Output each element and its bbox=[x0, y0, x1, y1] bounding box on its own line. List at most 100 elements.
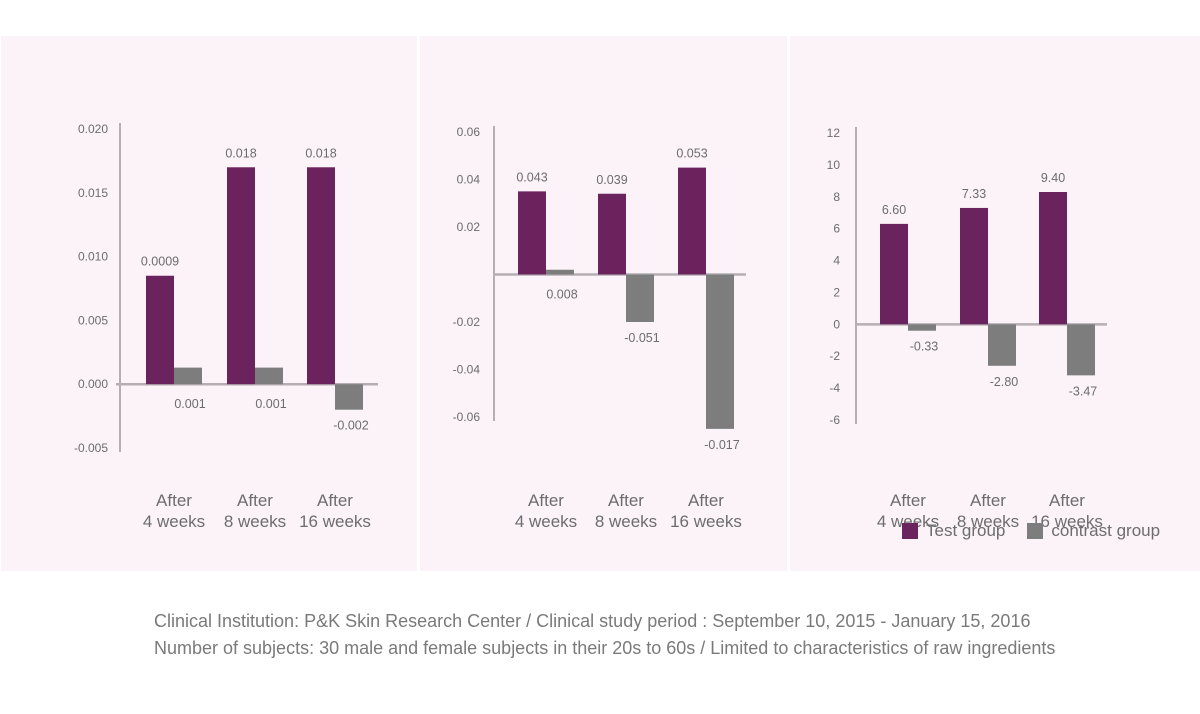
bar-test bbox=[598, 193, 626, 275]
legend-swatch-test bbox=[902, 523, 918, 539]
bar-test bbox=[678, 167, 706, 275]
data-label-contrast: -3.47 bbox=[1069, 384, 1098, 398]
bar-contrast bbox=[988, 324, 1016, 366]
legend-label-test: Test group bbox=[926, 521, 1006, 540]
data-label-test: 0.039 bbox=[596, 173, 627, 187]
chart-panel-2: -0.06 -0.04 -0.02 0.02 0.04 0.06 0.043 0.008 Aft… bbox=[420, 36, 787, 571]
data-label-test: 9.40 bbox=[1041, 171, 1065, 185]
footer-line-2: Number of subjects: 30 male and female s… bbox=[154, 638, 1056, 658]
y-tick-label: -4 bbox=[829, 381, 840, 395]
bar-contrast bbox=[626, 274, 654, 322]
y-tick-label: 10 bbox=[827, 158, 841, 172]
x-category-label-line: After bbox=[1049, 491, 1085, 510]
data-label-contrast: -0.017 bbox=[704, 438, 739, 452]
y-tick-label: 0 bbox=[833, 317, 840, 331]
bar-test bbox=[227, 167, 255, 385]
y-tick-label: 0.06 bbox=[457, 125, 481, 139]
x-category-label: After 4 weeks bbox=[143, 491, 205, 531]
x-category-label-line: 16 weeks bbox=[299, 512, 371, 531]
y-tick-label: 0.015 bbox=[78, 186, 108, 200]
data-label-contrast: -0.051 bbox=[624, 331, 659, 345]
legend-item-contrast: contrast group bbox=[1027, 521, 1160, 541]
x-category-label: After 8 weeks bbox=[224, 491, 286, 531]
x-category-label-line: 8 weeks bbox=[595, 512, 657, 531]
x-category-label-line: 16 weeks bbox=[670, 512, 742, 531]
y-tick-label: 0.010 bbox=[78, 250, 108, 264]
x-category-label-line: After bbox=[688, 491, 724, 510]
x-category-label-line: 16 weeks bbox=[1031, 512, 1103, 531]
data-label-test: 0.043 bbox=[516, 170, 547, 184]
x-category-label-line: After bbox=[528, 491, 564, 510]
x-category-label-line: After bbox=[237, 491, 273, 510]
data-label-test: 0.0009 bbox=[141, 255, 179, 269]
x-category-label-line: After bbox=[608, 491, 644, 510]
legend-item-test: Test group bbox=[902, 521, 1005, 541]
x-category-label: After 16 weeks bbox=[1031, 491, 1103, 531]
y-tick-label: 0.005 bbox=[78, 313, 108, 327]
y-tick-label: 4 bbox=[833, 254, 840, 268]
y-tick-label: -6 bbox=[829, 413, 840, 427]
x-category-label: After 16 weeks bbox=[299, 491, 371, 531]
legend: Test group contrast group bbox=[902, 521, 1182, 541]
y-tick-label: -2 bbox=[829, 349, 840, 363]
footer-notes: Clinical Institution: P&K Skin Research … bbox=[154, 608, 1055, 662]
data-label-contrast: 0.008 bbox=[546, 288, 577, 302]
bar-test bbox=[518, 191, 546, 275]
bar-test bbox=[880, 223, 908, 325]
x-category-label: After 8 weeks bbox=[957, 491, 1019, 531]
y-tick-label: 0.020 bbox=[78, 122, 108, 136]
chart-panel-1: -0.005 0.000 0.005 0.010 0.015 0.020 0.0009 0.0… bbox=[1, 36, 417, 571]
data-label-test: 7.33 bbox=[962, 187, 986, 201]
y-tick-label: 8 bbox=[833, 190, 840, 204]
y-tick-label: 6 bbox=[833, 222, 840, 236]
y-tick-label: -0.02 bbox=[453, 315, 481, 329]
x-category-label: After 4 weeks bbox=[515, 491, 577, 531]
x-category-label-line: 4 weeks bbox=[143, 512, 205, 531]
bar-contrast bbox=[706, 274, 734, 429]
data-label-contrast: -0.33 bbox=[910, 340, 939, 354]
bar-test bbox=[146, 275, 174, 385]
data-label-test: 0.018 bbox=[305, 146, 336, 160]
data-label-test: 6.60 bbox=[882, 203, 906, 217]
x-category-label-line: After bbox=[156, 491, 192, 510]
bar-contrast bbox=[1067, 324, 1095, 376]
data-label-contrast: -0.002 bbox=[333, 419, 368, 433]
y-tick-label: 0.02 bbox=[457, 220, 481, 234]
y-tick-label: 0.000 bbox=[78, 377, 108, 391]
y-tick-label: 12 bbox=[827, 126, 841, 140]
x-category-label-line: 4 weeks bbox=[877, 512, 939, 531]
footer-line-1: Clinical Institution: P&K Skin Research … bbox=[154, 611, 1031, 631]
bar-contrast bbox=[174, 367, 202, 385]
x-category-label: After 8 weeks bbox=[595, 491, 657, 531]
x-category-label-line: After bbox=[317, 491, 353, 510]
bar-test bbox=[960, 207, 988, 325]
x-category-label-line: 8 weeks bbox=[224, 512, 286, 531]
x-category-label: After 4 weeks bbox=[877, 491, 939, 531]
chart-3-svg: -6 -4 -2 0 2 4 6 8 10 12 6.60 -0.33 After 4 weeks 7.33… bbox=[827, 126, 1107, 531]
data-label-test: 0.018 bbox=[225, 146, 256, 160]
bar-contrast bbox=[546, 269, 574, 275]
data-label-test: 0.053 bbox=[676, 147, 707, 161]
x-category-label: After 16 weeks bbox=[670, 491, 742, 531]
chart-2-svg: -0.06 -0.04 -0.02 0.02 0.04 0.06 0.043 0.008 Aft… bbox=[453, 125, 746, 531]
bar-contrast bbox=[908, 324, 936, 331]
legend-label-contrast: contrast group bbox=[1051, 521, 1161, 540]
y-tick-label: -0.04 bbox=[453, 363, 481, 377]
y-tick-label: -0.005 bbox=[74, 441, 108, 455]
y-tick-label: 0.04 bbox=[457, 173, 481, 187]
data-label-contrast: 0.001 bbox=[174, 397, 205, 411]
x-category-label-line: After bbox=[890, 491, 926, 510]
chart-panel-3: -6 -4 -2 0 2 4 6 8 10 12 6.60 -0.33 After 4 weeks 7.33… bbox=[790, 36, 1200, 571]
bar-contrast bbox=[335, 384, 363, 410]
chart-1-svg: -0.005 0.000 0.005 0.010 0.015 0.020 0.0009 0.0… bbox=[74, 122, 378, 531]
x-category-label-line: After bbox=[970, 491, 1006, 510]
y-tick-label: -0.06 bbox=[453, 410, 481, 424]
bar-test bbox=[1039, 191, 1067, 325]
bar-contrast bbox=[255, 367, 283, 385]
data-label-contrast: 0.001 bbox=[255, 397, 286, 411]
x-category-label-line: 8 weeks bbox=[957, 512, 1019, 531]
y-tick-label: 2 bbox=[833, 285, 840, 299]
data-label-contrast: -2.80 bbox=[990, 375, 1019, 389]
legend-swatch-contrast bbox=[1027, 523, 1044, 539]
x-category-label-line: 4 weeks bbox=[515, 512, 577, 531]
